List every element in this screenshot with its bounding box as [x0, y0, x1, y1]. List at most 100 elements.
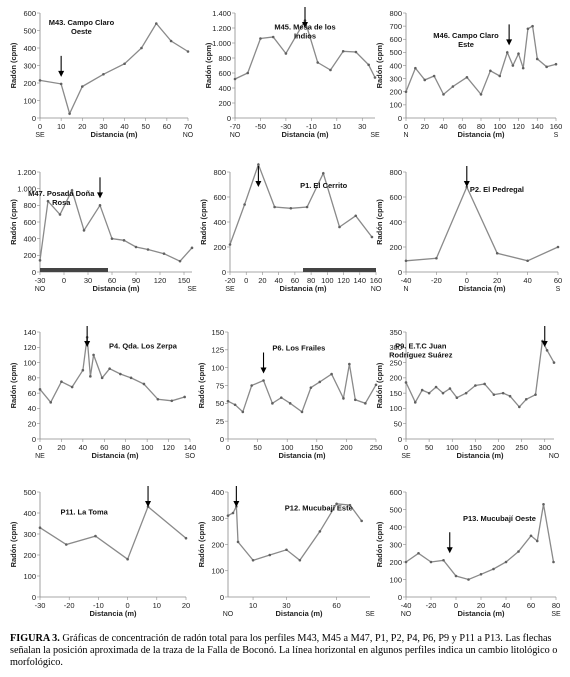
y-tick-label: 100: [389, 101, 402, 110]
data-point: [545, 349, 549, 352]
x-tick-label: 10: [249, 601, 257, 610]
x-tick-label: -30: [280, 122, 291, 131]
data-point: [68, 112, 71, 115]
x-tick-label: 20: [182, 601, 190, 610]
y-tick-label: 0: [227, 114, 231, 123]
x-tick-label: 20: [493, 276, 501, 285]
data-point: [413, 401, 417, 404]
data-point: [236, 540, 240, 544]
data-point: [38, 259, 42, 262]
x-start-direction-label: NO: [35, 286, 46, 293]
x-tick-label: 200: [492, 443, 505, 452]
x-tick-label: 60: [100, 443, 108, 452]
y-tick-label: 200: [389, 243, 402, 252]
x-tick-label: 0: [465, 276, 469, 285]
x-axis-label: Distancia (m): [90, 130, 138, 139]
x-start-direction-label: NO: [230, 132, 241, 139]
x-tick-label: 40: [502, 601, 510, 610]
data-line: [405, 185, 559, 262]
data-point: [545, 65, 548, 69]
y-axis-label: Radón (cpm): [197, 521, 206, 567]
data-point: [404, 560, 408, 564]
x-end-direction-label: NO: [183, 132, 194, 139]
x-axis-label: Distancia (m): [281, 130, 329, 139]
data-point: [489, 69, 492, 73]
x-end-direction-label: SE: [187, 286, 197, 293]
x-tick-label: 20: [57, 443, 65, 452]
data-point: [233, 77, 237, 81]
x-tick-label: 120: [337, 276, 350, 285]
data-point: [70, 189, 74, 192]
x-start-direction-label: NO: [223, 611, 234, 618]
x-tick-label: -40: [401, 601, 412, 610]
chart-panel: 0 20 40 60 80 100 120 140 0 20 40 60 80 100 120 140 NE SO…: [9, 326, 196, 460]
data-point: [464, 391, 468, 395]
chart-title: P9. E.T.C Juan: [395, 342, 447, 351]
data-point: [140, 46, 143, 50]
data-point: [429, 560, 433, 564]
data-point: [448, 387, 452, 390]
chart-title: M43. Campo Claro: [49, 18, 115, 27]
data-point: [318, 530, 322, 533]
x-tick-label: 100: [141, 443, 154, 452]
x-end-direction-label: SE: [365, 611, 375, 618]
y-tick-label: 500: [389, 505, 402, 514]
chart-panel: 0 200 400 600 800 1.000 1.200 1.400 -70 -50 -30 -10…: [204, 7, 380, 139]
data-point: [354, 50, 358, 54]
x-tick-label: 60: [108, 276, 116, 285]
y-tick-label: 600: [218, 69, 231, 78]
y-tick-label: 400: [213, 218, 226, 227]
data-point: [82, 229, 86, 232]
data-point: [517, 52, 520, 55]
data-point: [442, 93, 445, 96]
data-point: [524, 397, 528, 401]
data-point: [231, 511, 235, 515]
data-point: [423, 78, 427, 82]
data-point: [146, 248, 150, 251]
chart-title: M45. Mesa de los: [274, 22, 335, 31]
data-point: [374, 383, 378, 387]
x-tick-label: 0: [244, 276, 248, 285]
y-axis-label: Radón (cpm): [204, 42, 213, 88]
data-point: [529, 534, 533, 538]
data-point: [89, 375, 92, 378]
y-tick-label: 200: [211, 540, 224, 549]
x-tick-label: 70: [184, 122, 192, 131]
data-point: [451, 85, 455, 88]
x-axis-label: Distancia (m): [457, 609, 505, 618]
chart-title: Oeste: [71, 27, 92, 36]
x-axis-label: Distancia (m): [91, 451, 139, 460]
data-point: [134, 245, 138, 249]
x-axis-label: Distancia (m): [457, 130, 505, 139]
y-tick-label: 400: [218, 84, 231, 93]
caption-text: Gráficas de concentración de radón total…: [10, 633, 558, 669]
y-tick-label: 300: [23, 61, 36, 70]
data-point: [335, 502, 338, 506]
x-tick-label: 0: [454, 601, 458, 610]
data-point: [338, 225, 341, 229]
data-point: [169, 39, 173, 43]
x-tick-label: 50: [142, 122, 150, 131]
x-tick-label: 60: [163, 122, 171, 131]
x-tick-label: 0: [38, 122, 42, 131]
y-tick-label: 250: [389, 358, 402, 367]
data-point: [330, 372, 333, 376]
data-point: [508, 394, 512, 398]
x-tick-label: 60: [554, 276, 562, 285]
y-tick-label: 800: [213, 168, 226, 177]
y-tick-label: 800: [389, 168, 402, 177]
x-tick-label: -20: [431, 276, 442, 285]
data-point: [492, 393, 496, 396]
data-point: [241, 410, 245, 414]
y-tick-label: 0: [220, 593, 224, 602]
fault-arrowhead: [255, 181, 262, 187]
data-point: [119, 372, 122, 376]
x-tick-label: 60: [458, 122, 466, 131]
data-point: [70, 385, 74, 389]
data-line: [229, 162, 373, 245]
x-end-direction-label: S: [554, 132, 559, 139]
x-tick-label: 150: [178, 276, 191, 285]
data-point: [427, 391, 431, 395]
chart-title: M47. Posada Doña: [28, 189, 95, 198]
